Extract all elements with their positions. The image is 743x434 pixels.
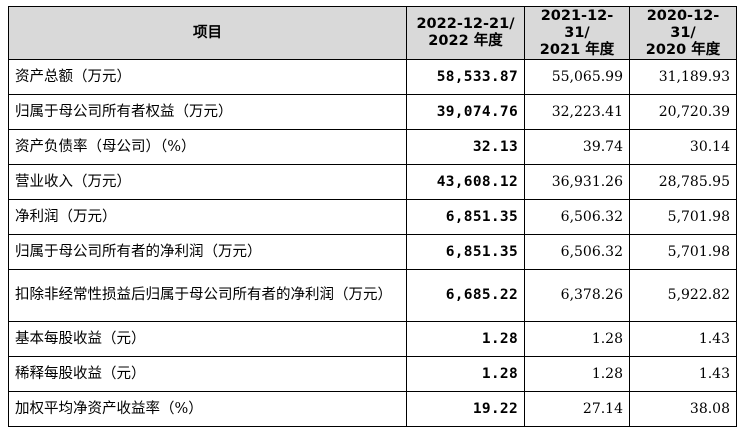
cell-2020: 30.14 bbox=[629, 129, 737, 165]
header-period-2021-date: 2021-12-31/ bbox=[540, 7, 614, 41]
header-period-2022-year: 2022 年度 bbox=[428, 33, 503, 49]
cell-2020: 28,785.95 bbox=[629, 164, 737, 200]
cell-2021: 6,378.26 bbox=[524, 269, 630, 322]
financial-indicators-table: 项目 2022-12-21/ 2022 年度 2021-12-31/ 2021 … bbox=[8, 6, 737, 427]
table-row: 营业收入（万元） 43,608.12 36,931.26 28,785.95 bbox=[8, 164, 737, 200]
table-row: 资产总额（万元） 58,533.87 55,065.99 31,189.93 bbox=[8, 59, 737, 95]
row-label: 基本每股收益（元） bbox=[8, 321, 407, 357]
row-label: 净利润（万元） bbox=[8, 199, 407, 235]
table-row: 加权平均净资产收益率（%） 19.22 27.14 38.08 bbox=[8, 391, 737, 427]
row-label: 营业收入（万元） bbox=[8, 164, 407, 200]
header-period-2020: 2020-12-31/ 2020 年度 bbox=[629, 6, 737, 60]
header-period-2022-date: 2022-12-21/ bbox=[416, 16, 515, 32]
table-row: 基本每股收益（元） 1.28 1.28 1.43 bbox=[8, 321, 737, 357]
cell-2022: 1.28 bbox=[406, 356, 525, 392]
cell-2022: 6,851.35 bbox=[406, 234, 525, 270]
table-row: 扣除非经常性损益后归属于母公司所有者的净利润（万元） 6,685.22 6,37… bbox=[8, 269, 737, 322]
header-period-2020-year: 2020 年度 bbox=[645, 41, 721, 58]
row-label: 归属于母公司所有者权益（万元） bbox=[8, 94, 407, 130]
financial-table-container: 项目 2022-12-21/ 2022 年度 2021-12-31/ 2021 … bbox=[8, 6, 737, 427]
table-row: 归属于母公司所有者的净利润（万元） 6,851.35 6,506.32 5,70… bbox=[8, 234, 737, 270]
cell-2021: 32,223.41 bbox=[524, 94, 630, 130]
cell-2020: 38.08 bbox=[629, 391, 737, 427]
row-label: 加权平均净资产收益率（%） bbox=[8, 391, 407, 427]
row-label: 归属于母公司所有者的净利润（万元） bbox=[8, 234, 407, 270]
cell-2022: 39,074.76 bbox=[406, 94, 525, 130]
header-period-2021-year: 2021 年度 bbox=[539, 41, 615, 58]
row-label: 扣除非经常性损益后归属于母公司所有者的净利润（万元） bbox=[8, 269, 407, 322]
cell-2021: 36,931.26 bbox=[524, 164, 630, 200]
cell-2022: 32.13 bbox=[406, 129, 525, 165]
cell-2020: 20,720.39 bbox=[629, 94, 737, 130]
row-label: 稀释每股收益（元） bbox=[8, 356, 407, 392]
cell-2020: 5,922.82 bbox=[629, 269, 737, 322]
header-period-2021: 2021-12-31/ 2021 年度 bbox=[524, 6, 630, 60]
cell-2022: 58,533.87 bbox=[406, 59, 525, 95]
cell-2021: 6,506.32 bbox=[524, 234, 630, 270]
cell-2021: 55,065.99 bbox=[524, 59, 630, 95]
cell-2022: 6,685.22 bbox=[406, 269, 525, 322]
cell-2021: 6,506.32 bbox=[524, 199, 630, 235]
table-row: 资产负债率（母公司）（%） 32.13 39.74 30.14 bbox=[8, 129, 737, 165]
table-row: 稀释每股收益（元） 1.28 1.28 1.43 bbox=[8, 356, 737, 392]
header-row: 项目 2022-12-21/ 2022 年度 2021-12-31/ 2021 … bbox=[8, 6, 737, 60]
cell-2021: 1.28 bbox=[524, 321, 630, 357]
cell-2022: 1.28 bbox=[406, 321, 525, 357]
cell-2022: 6,851.35 bbox=[406, 199, 525, 235]
cell-2021: 1.28 bbox=[524, 356, 630, 392]
cell-2020: 1.43 bbox=[629, 321, 737, 357]
cell-2020: 5,701.98 bbox=[629, 199, 737, 235]
cell-2020: 1.43 bbox=[629, 356, 737, 392]
table-body: 资产总额（万元） 58,533.87 55,065.99 31,189.93 归… bbox=[8, 59, 737, 427]
row-label: 资产总额（万元） bbox=[8, 59, 407, 95]
cell-2021: 39.74 bbox=[524, 129, 630, 165]
cell-2022: 19.22 bbox=[406, 391, 525, 427]
cell-2021: 27.14 bbox=[524, 391, 630, 427]
table-row: 归属于母公司所有者权益（万元） 39,074.76 32,223.41 20,7… bbox=[8, 94, 737, 130]
header-item: 项目 bbox=[8, 6, 407, 60]
cell-2020: 31,189.93 bbox=[629, 59, 737, 95]
cell-2022: 43,608.12 bbox=[406, 164, 525, 200]
header-period-2020-date: 2020-12-31/ bbox=[646, 7, 720, 41]
header-period-2022: 2022-12-21/ 2022 年度 bbox=[406, 6, 525, 60]
row-label: 资产负债率（母公司）（%） bbox=[8, 129, 407, 165]
cell-2020: 5,701.98 bbox=[629, 234, 737, 270]
table-row: 净利润（万元） 6,851.35 6,506.32 5,701.98 bbox=[8, 199, 737, 235]
table-header: 项目 2022-12-21/ 2022 年度 2021-12-31/ 2021 … bbox=[8, 6, 737, 60]
